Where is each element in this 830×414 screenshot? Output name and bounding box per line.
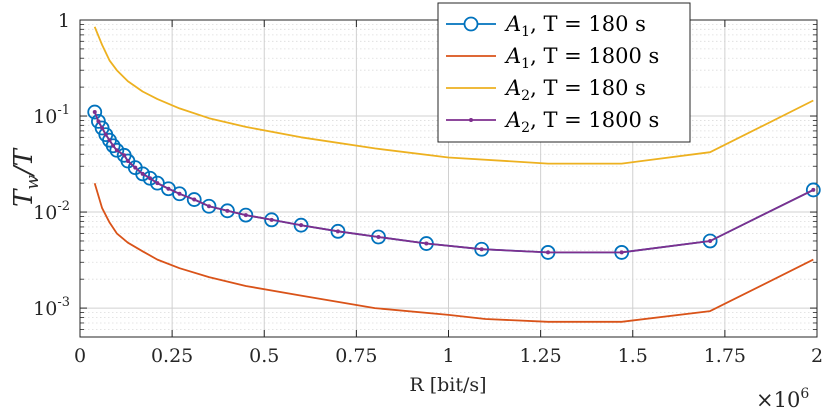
y-tick-label: 10-3 (33, 295, 70, 320)
y-tick-label: 10-1 (33, 103, 70, 128)
legend-label: A1, T = 180 s (504, 12, 646, 40)
legend-entry-2: A1, T = 1800 s (446, 44, 659, 72)
legend: A1, T = 180 s A1, T = 1800 s A2, T = 180 s… (437, 2, 691, 143)
series-layer (87, 26, 821, 323)
data-point (335, 229, 340, 234)
data-point (166, 186, 171, 191)
x-tick-label: 1.75 (704, 345, 746, 367)
data-point (172, 186, 187, 202)
x-tick-label: 1.5 (618, 345, 648, 367)
data-point (708, 238, 713, 243)
data-point (107, 138, 112, 143)
legend-label: A2, T = 180 s (504, 76, 646, 104)
axis-ticks (79, 19, 818, 337)
data-point (155, 181, 160, 186)
legend-entry-4: A2, T = 1800 s (446, 108, 659, 136)
data-point (805, 182, 821, 198)
legend-label: A1, T = 1800 s (504, 44, 659, 72)
data-point (192, 197, 197, 202)
series-4 (92, 110, 816, 255)
x-tick-label: 0.25 (151, 345, 193, 367)
data-point (479, 247, 484, 252)
legend-marker (463, 16, 479, 32)
y-tick-label: 1 (58, 10, 70, 32)
data-point (114, 148, 119, 153)
y-tick-label: 10-2 (33, 199, 70, 224)
x-tick-labels: 0 0.25 0.5 0.75 1 1.25 1.5 1.75 2 (74, 345, 823, 367)
x-tick-label: 1 (442, 345, 454, 367)
series-line (93, 182, 814, 323)
x-tick-label: 0.5 (249, 345, 279, 367)
data-point (135, 166, 151, 182)
data-point (269, 217, 274, 222)
y-tick-labels: 10-3 10-2 10-1 1 (33, 10, 70, 320)
data-point (376, 234, 381, 239)
x-tick-label: 1.25 (519, 345, 561, 367)
data-point (148, 176, 153, 181)
data-point (125, 159, 130, 164)
data-point (201, 198, 217, 214)
data-point (142, 170, 158, 186)
data-point (811, 187, 816, 192)
x-tick-label: 0 (74, 345, 86, 367)
data-point (177, 191, 182, 196)
data-point (299, 223, 304, 228)
data-point (100, 126, 105, 131)
data-point (111, 143, 116, 148)
x-multiplier: ×106 (756, 386, 809, 412)
series-3 (93, 26, 814, 165)
x-multiplier-exp: 6 (800, 386, 809, 402)
data-point (186, 192, 202, 207)
series-line (93, 26, 814, 165)
data-point (96, 119, 101, 124)
data-point (92, 110, 97, 115)
data-point (133, 165, 138, 170)
legend-entry-1: A1, T = 180 s (446, 12, 646, 40)
legend-box (437, 2, 691, 143)
data-point (264, 212, 280, 228)
data-point (87, 104, 103, 120)
data-point (238, 207, 254, 223)
data-point (619, 250, 624, 255)
data-point (424, 241, 429, 246)
legend-marker (469, 118, 473, 122)
legend-entry-3: A2, T = 180 s (446, 76, 646, 104)
series-2 (93, 182, 814, 323)
data-point (103, 132, 108, 137)
x-tick-label: 0.75 (335, 345, 377, 367)
x-axis-label: R [bit/s] (409, 374, 486, 396)
data-point (140, 171, 145, 176)
data-point (219, 203, 235, 219)
x-tick-label: 2 (811, 345, 823, 367)
data-point (105, 138, 121, 154)
data-point (225, 208, 230, 213)
data-point (293, 217, 309, 233)
data-point (206, 204, 211, 209)
data-point (545, 250, 550, 255)
legend-label: A2, T = 1800 s (504, 108, 659, 136)
data-point (109, 142, 125, 158)
data-point (122, 153, 127, 158)
x-multiplier-base: ×10 (756, 388, 800, 412)
data-point (243, 213, 248, 218)
